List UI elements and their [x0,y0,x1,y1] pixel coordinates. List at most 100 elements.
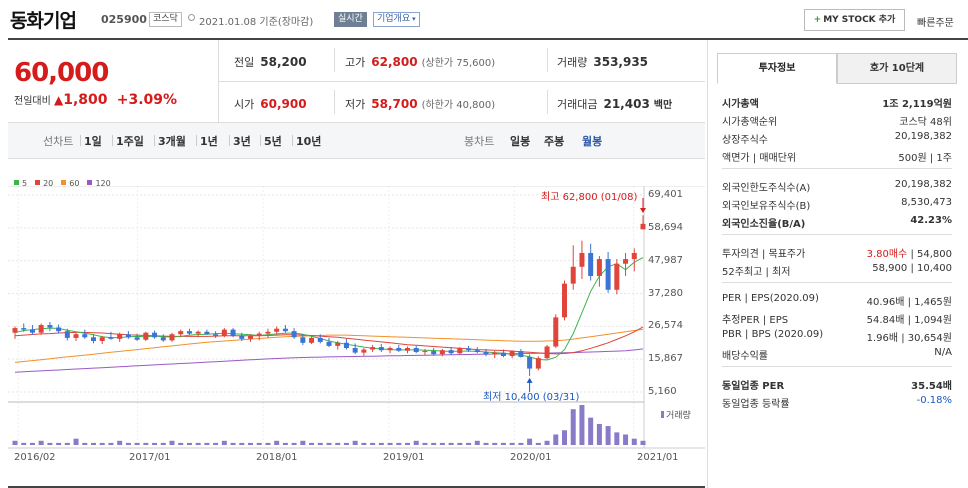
up-arrow-icon: ▲ [54,93,64,107]
candle [91,337,96,341]
candle [535,358,541,369]
info-panel [707,40,968,488]
stat-label: 거래량 [557,56,588,69]
volume-bar [300,440,306,445]
volume-bar [38,440,44,445]
candle [405,348,410,351]
period-option[interactable]: 1년 [200,135,218,148]
section-divider [722,366,952,367]
info-row: 상장주식수 20,198,382 [722,131,952,147]
volume-bar [405,442,410,445]
candle [282,328,288,332]
candle [527,356,533,369]
volume-bar [186,442,192,445]
candle [29,329,35,333]
volume-bar [492,442,498,445]
tab-investment-info[interactable]: 투자정보 [717,53,837,84]
company-overview-dropdown[interactable]: 기업개요 ▾ [373,12,420,27]
period-option[interactable]: 3개월 [158,135,186,148]
period-option[interactable]: 1주일 [116,135,144,148]
volume-bar [47,442,53,445]
volume-bar [239,442,245,445]
change-percent: +3.09% [116,92,178,108]
volume-bar [91,442,96,445]
period-option[interactable]: 3년 [233,135,251,148]
candle [544,346,550,359]
volume-bar [448,442,454,445]
period-option[interactable]: 10년 [296,135,322,148]
max-arrow-head [640,208,646,213]
volume-bar [361,442,367,445]
candle [623,259,629,264]
candle [38,325,44,333]
volume-bar [631,438,637,445]
y-tick-label: 58,694 [648,221,683,233]
candle [73,334,79,338]
candle [614,263,620,290]
candle [640,223,646,230]
info-row: 동일업종 PER 35.54배 [722,377,952,393]
add-mystock-button[interactable]: + MY STOCK 추가 [804,9,905,31]
row-value: 54,800 [917,249,952,260]
ma-legend-item: 60 [61,179,79,188]
volume-bar [553,434,559,445]
volume-bar [230,442,236,445]
info-row: 동일업종 등락률 -0.18% [722,395,952,411]
info-row: 외국인한도주식수(A) 20,198,382 [722,179,952,195]
candle-option[interactable]: 월봉 [582,135,603,148]
volume-bar [343,442,349,445]
candle-option[interactable]: 일봉 [510,135,531,148]
realtime-button[interactable]: 실시간 [334,12,367,27]
info-row: 외국인소진율(B/A) 42.23% [722,215,952,231]
volume-bar [614,432,620,445]
period-option[interactable]: 5년 [264,135,282,148]
y-tick-label: 26,574 [648,320,683,332]
candle [579,252,585,267]
prev-day-label: 전일대비 [14,96,51,107]
row-label: 외국인보유주식수(B) [722,201,811,212]
period-option[interactable]: 1일 [84,135,102,148]
volume-bar [422,442,428,445]
stat-value: 21,403 [603,97,650,111]
divider [218,40,219,122]
candle [169,334,175,341]
candle [596,259,602,276]
candle [21,328,27,330]
volume-bar [605,426,611,445]
volume-bar [256,442,262,445]
volume-bar [640,440,646,445]
candle [143,332,149,340]
stat-low: 저가 58,700 (하한가 40,800) [345,96,495,112]
current-price: 60,000 [14,58,109,88]
candle-option[interactable]: 주봉 [544,135,565,148]
price-change: 전일대비 ▲1,800 +3.09% [14,92,177,108]
separator [260,135,261,146]
volume-bar [143,442,149,445]
x-tick-label: 2017/01 [129,452,171,463]
candle [47,325,53,328]
candle [248,335,253,339]
volume-bar [439,442,445,445]
x-tick-label: 2020/01 [510,452,552,463]
candle [396,348,402,351]
header-divider [8,38,968,40]
info-row: PER | EPS(2020.09) 40.96배 | 1,465원 [722,293,952,309]
volume-bar [466,442,472,445]
candle [422,351,428,353]
candle [230,329,236,336]
volume-bar [370,442,376,445]
volume-bar [213,442,219,445]
min-arrow-head [526,377,533,383]
row-value: 20,198,382 [894,131,952,142]
volume-bar [535,442,541,445]
stat-label: 전일 [234,56,255,69]
row-label: 외국인한도주식수(A) [722,183,811,194]
min-price-label: 최저 10,400 (03/31) [483,392,580,403]
row-value: -0.18% [916,395,952,406]
separator [292,135,293,146]
quick-order-link[interactable]: 빠른주문 [917,18,954,29]
candle [99,337,105,341]
row-label: 상장주식수 [722,135,768,146]
volume-bar [562,430,567,445]
tab-order-book[interactable]: 호가 10단계 [837,53,957,84]
